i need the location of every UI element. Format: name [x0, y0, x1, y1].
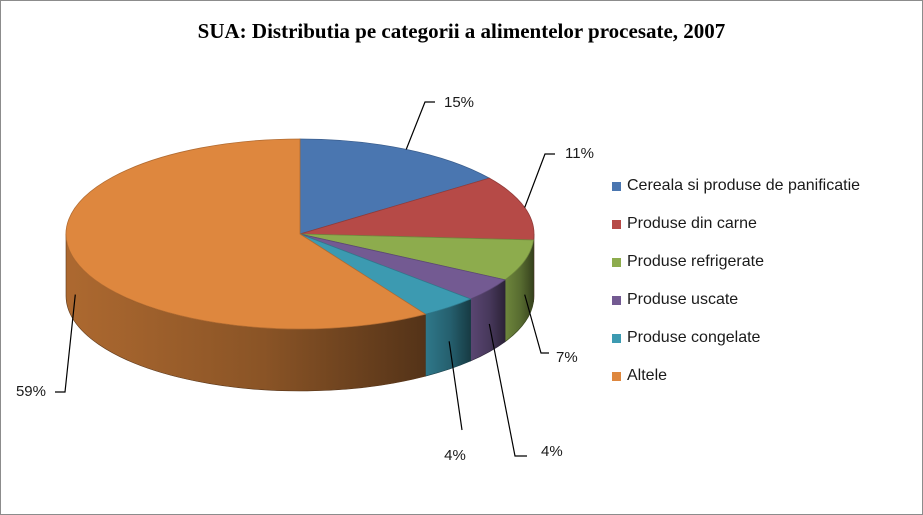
- pie-slice-2: [299, 233, 535, 281]
- data-label-0: 15%: [444, 94, 474, 111]
- legend-swatch-0: [612, 182, 621, 191]
- legend-swatch-3: [612, 296, 621, 305]
- data-label-3: 4%: [541, 443, 563, 460]
- leader-line-2: [524, 294, 549, 354]
- legend-label-0: Cereala si produse de panificatie: [627, 177, 861, 194]
- legend-swatch-4: [612, 334, 621, 343]
- pie-side-walls: [65, 233, 535, 392]
- pie-slice-5: [65, 138, 427, 330]
- leader-line-0: [405, 101, 435, 150]
- legend-swatch-2: [612, 258, 621, 267]
- pie-top: [65, 138, 535, 330]
- leader-line-1: [524, 153, 555, 208]
- data-label-5: 59%: [16, 383, 46, 400]
- leader-line-4: [448, 341, 463, 431]
- legend-label-3: Produse uscate: [627, 291, 739, 308]
- leader-line-3: [488, 323, 527, 457]
- data-label-1: 11%: [565, 145, 594, 162]
- chart-title: SUA: Distributia pe categorii a alimente…: [197, 19, 726, 43]
- pie-slice-1: [299, 177, 535, 241]
- legend-label-1: Produse din carne: [627, 215, 757, 232]
- legend-swatch-5: [612, 372, 621, 381]
- data-labels: 15% 11% 7% 4% 4% 59%: [16, 94, 594, 464]
- legend-swatch-1: [612, 220, 621, 229]
- data-label-2: 7%: [556, 349, 578, 366]
- legend-label-4: Produse congelate: [627, 329, 761, 346]
- leader-line-5: [55, 294, 76, 393]
- legend-label-5: Altele: [627, 367, 668, 384]
- legend-label-2: Produse refrigerate: [627, 253, 764, 270]
- data-label-4: 4%: [444, 447, 466, 464]
